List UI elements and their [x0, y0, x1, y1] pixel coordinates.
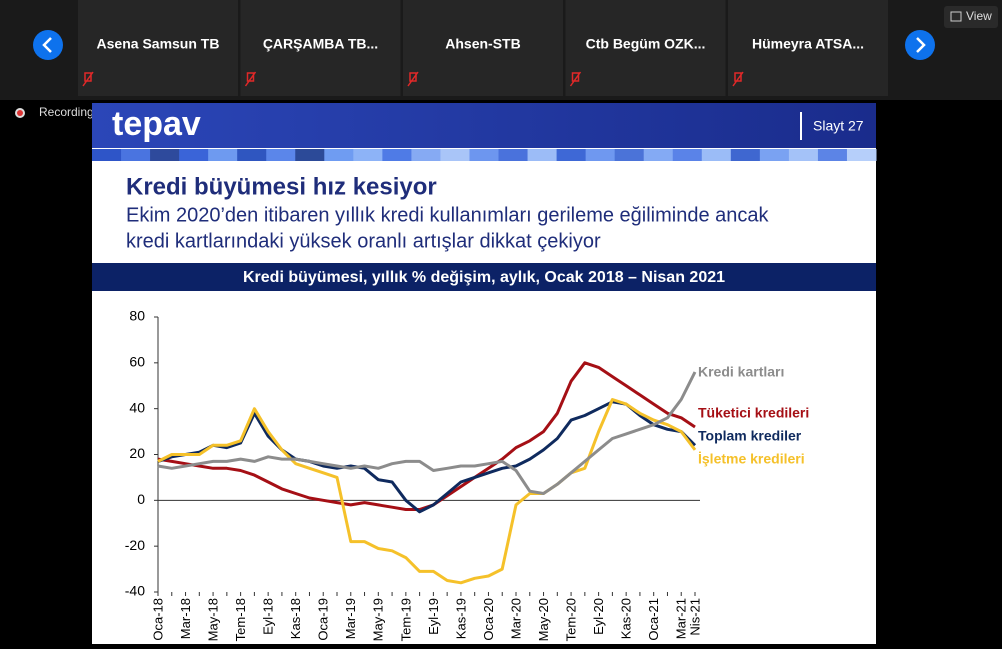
legend-label: İşletme kredileri: [698, 451, 805, 467]
stripe: [208, 149, 238, 161]
x-tick-label: Oca-18: [150, 598, 165, 641]
stripe: [817, 149, 848, 161]
recording-label: Recording...: [39, 105, 104, 119]
stripe: [672, 149, 703, 161]
participant-name: Asena Samsun TB: [97, 36, 220, 52]
stripe: [324, 149, 354, 161]
stripe: [92, 149, 122, 161]
next-icon: [916, 37, 926, 53]
mic-off-icon: [407, 71, 419, 87]
x-tick-label: Eyl-18: [261, 598, 276, 635]
participant-tile: [728, 0, 888, 96]
participant-name: Ctb Begüm OZK...: [586, 36, 706, 52]
x-tick-label: Kas-19: [453, 598, 468, 639]
prev-icon: [42, 37, 52, 53]
stripe: [556, 149, 587, 161]
stripe: [179, 149, 209, 161]
mic-off-icon: [244, 71, 257, 87]
stripe: [614, 149, 645, 161]
recording-dot: [17, 110, 23, 116]
participant-name: Ahsen-STB: [445, 36, 520, 52]
stripe: [527, 149, 558, 161]
stripe: [469, 149, 500, 161]
subtitle-line: kredi kartlarındaki yüksek oranlı artışl…: [126, 230, 601, 252]
participant-tile: [240, 0, 401, 96]
y-tick-label: 0: [137, 491, 145, 507]
x-tick-label: Oca-19: [316, 598, 331, 641]
stripe: [440, 149, 470, 161]
stripe: [382, 149, 412, 161]
x-tick-label: Tem-19: [398, 598, 413, 641]
x-tick-label: Oca-21: [646, 598, 661, 641]
x-tick-label: Mar-20: [508, 598, 523, 639]
legend-label: Kredi kartları: [698, 364, 784, 380]
x-tick-label: Kas-20: [619, 598, 634, 639]
participant-tile: [78, 0, 238, 96]
stripe: [295, 149, 325, 161]
chart-title: Kredi büyümesi, yıllık % değişim, aylık,…: [243, 269, 725, 286]
view-icon: [950, 11, 962, 22]
x-tick-label: Nis-21: [687, 598, 702, 636]
stripe: [150, 149, 180, 161]
x-tick-label: Mar-21: [674, 598, 689, 639]
x-tick-label: Oca-20: [481, 598, 496, 641]
series-line: [157, 398, 697, 585]
prev-button[interactable]: [33, 30, 63, 60]
y-tick-label: 40: [129, 399, 145, 415]
stripe: [237, 149, 267, 161]
next-button[interactable]: [905, 30, 935, 60]
mic-off-icon: [569, 71, 582, 87]
mic-off-icon: [82, 71, 94, 87]
y-tick-label: 80: [129, 308, 145, 324]
participant-tile: [403, 0, 563, 96]
stripe: [353, 149, 383, 161]
y-tick-label: 60: [129, 354, 145, 370]
series-line: [157, 371, 697, 495]
stripe: [846, 149, 877, 161]
slide: [92, 103, 876, 644]
participant-name: Hümeyra ATSA...: [752, 36, 864, 52]
x-tick-label: Eyl-20: [591, 598, 606, 635]
x-tick-label: Tem-20: [564, 598, 579, 641]
participant-tile: [565, 0, 726, 96]
stripe: [759, 149, 790, 161]
slide-header: [92, 103, 876, 148]
chart-banner: [92, 263, 876, 291]
stripe: [643, 149, 674, 161]
stripe: [121, 149, 151, 161]
y-tick-label: -20: [125, 537, 145, 553]
stripe: [498, 149, 529, 161]
stripe: [701, 149, 732, 161]
mic-off-icon: [732, 71, 744, 87]
x-tick-label: May-19: [371, 598, 386, 641]
x-tick-label: Eyl-19: [426, 598, 441, 635]
x-tick-label: May-20: [536, 598, 551, 641]
y-tick-label: -40: [125, 583, 145, 599]
stripe: [266, 149, 296, 161]
stripe: [411, 149, 441, 161]
stripe: [585, 149, 616, 161]
logo: tepav: [112, 105, 201, 143]
view-label: View: [966, 9, 992, 23]
stripe: [788, 149, 819, 161]
slide-number: Slayt 27: [813, 118, 864, 134]
x-tick-label: Kas-18: [288, 598, 303, 639]
legend-label: Tüketici kredileri: [698, 405, 809, 421]
stripe: [730, 149, 761, 161]
y-tick-label: 20: [129, 445, 145, 461]
subtitle-line: Ekim 2020’den itibaren yıllık kredi kull…: [126, 204, 770, 226]
x-tick-label: Mar-19: [343, 598, 358, 639]
x-tick-label: Tem-18: [233, 598, 248, 641]
slide-title: Kredi büyümesi hız kesiyor: [126, 173, 437, 200]
x-tick-label: Mar-18: [178, 598, 193, 639]
participant-name: ÇARŞAMBA TB...: [263, 36, 378, 52]
x-tick-label: May-18: [206, 598, 221, 641]
legend-label: Toplam krediler: [698, 428, 802, 444]
